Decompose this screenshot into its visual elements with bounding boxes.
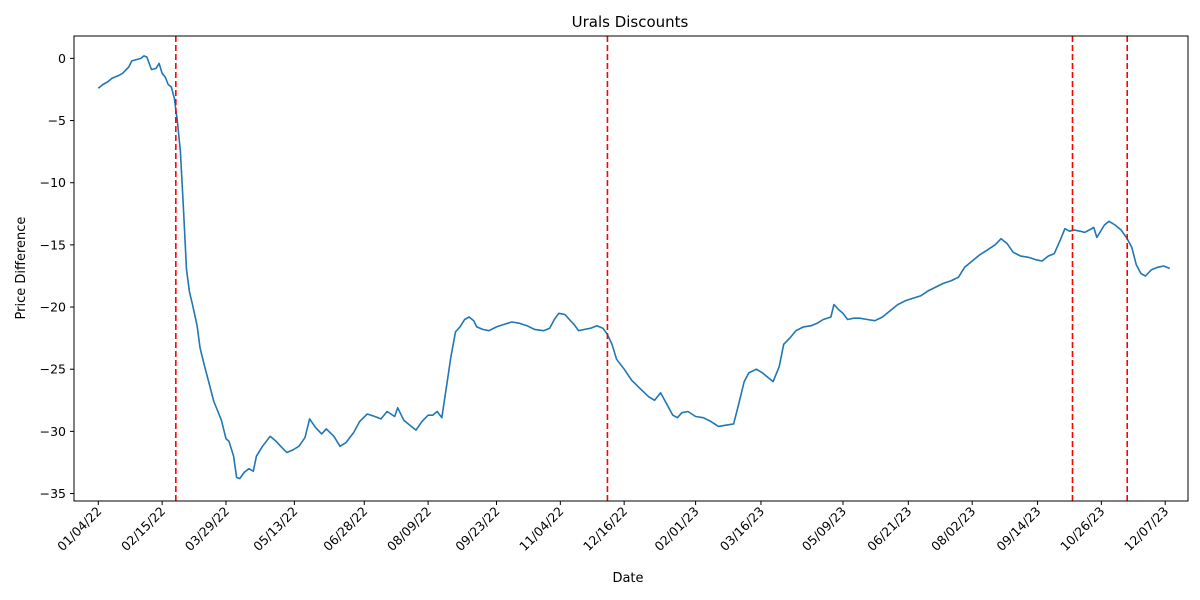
y-tick-label-2: −10	[40, 175, 66, 190]
series-line-0	[97, 55, 1171, 480]
plot-frame	[73, 35, 1189, 502]
plot-area	[97, 36, 1171, 501]
x-axis-label: Date	[612, 571, 643, 586]
y-axis: 0 −5 −10 −15 −20 −25 −30 −35	[40, 51, 74, 501]
y-tick-label-5: −25	[40, 362, 66, 377]
y-tick-label-3: −15	[40, 237, 66, 252]
y-tick-label-7: −35	[40, 486, 66, 501]
y-axis-label: Price Difference	[14, 217, 29, 320]
y-tick-label-6: −30	[40, 424, 66, 439]
y-tick-label-0: 0	[58, 51, 66, 66]
chart-title: Urals Discounts	[572, 13, 689, 31]
y-tick-label-4: −20	[40, 300, 66, 315]
y-tick-label-1: −5	[48, 113, 66, 128]
